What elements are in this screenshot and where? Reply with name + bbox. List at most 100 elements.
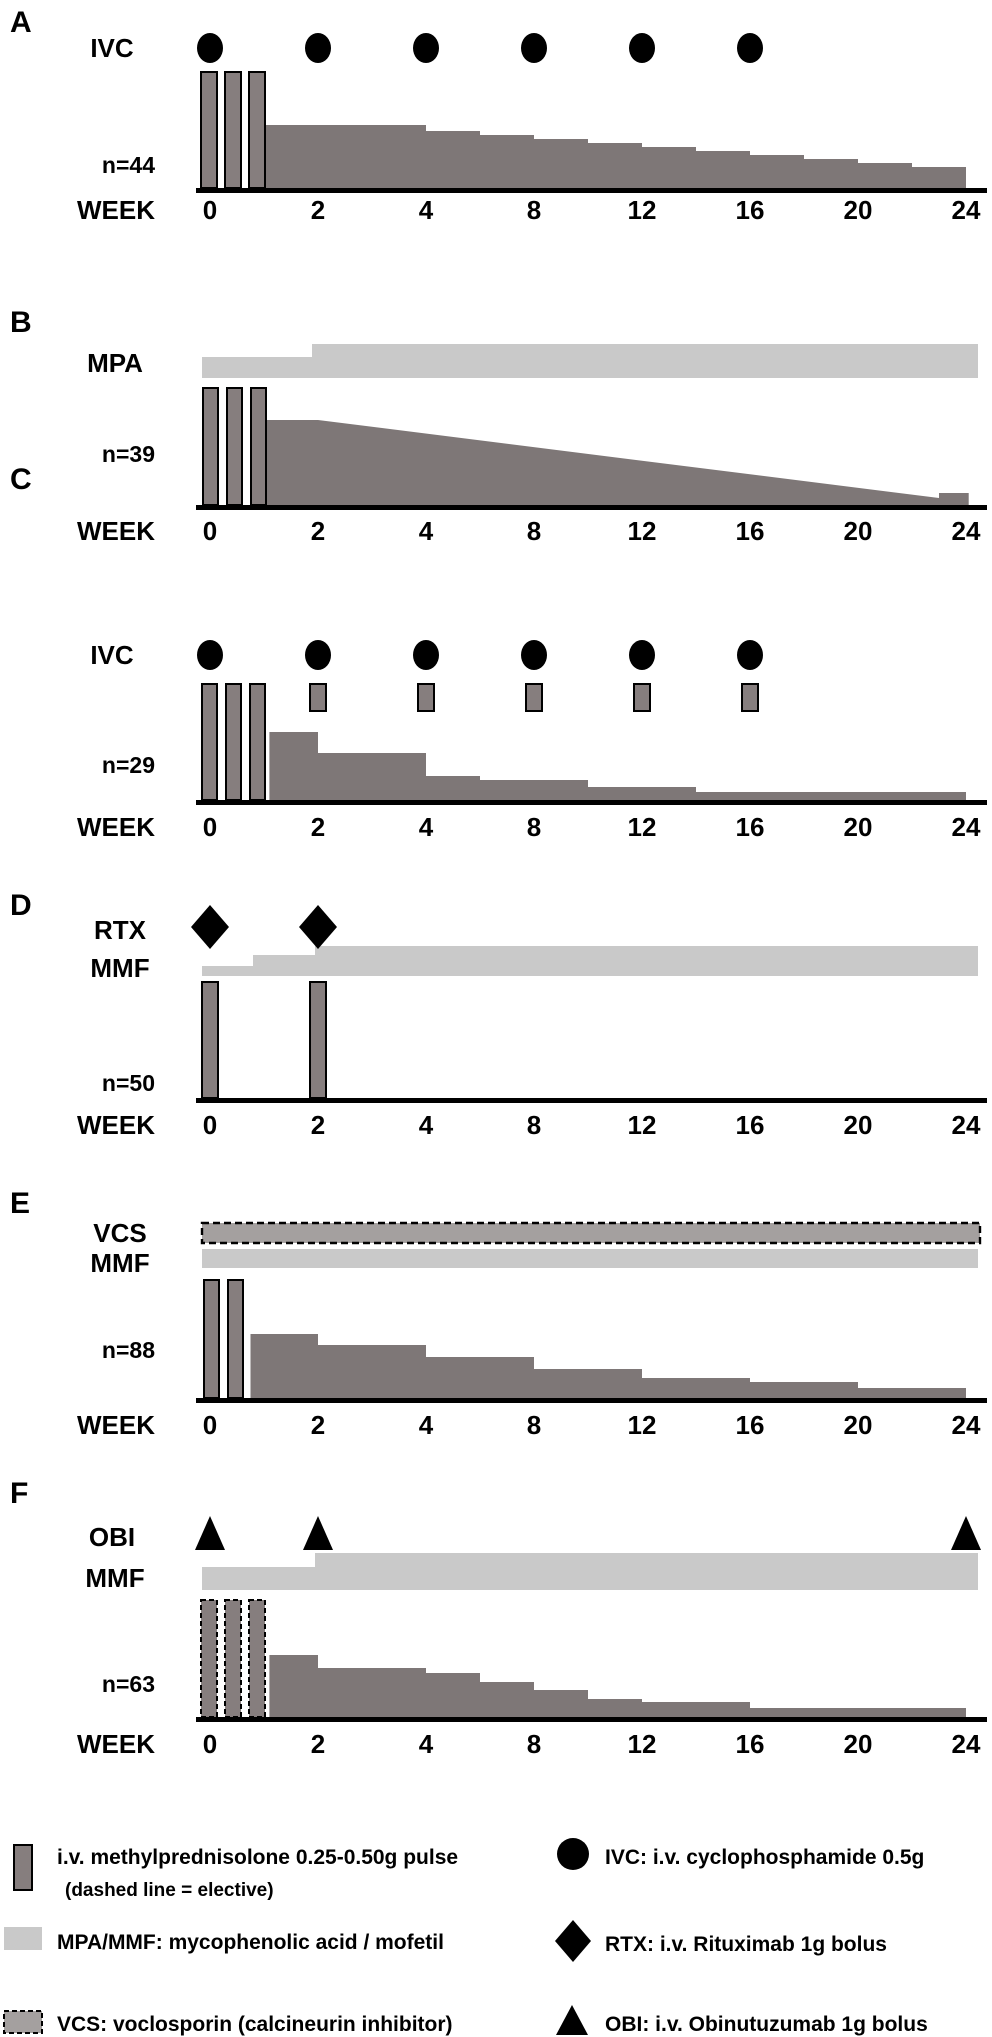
panel-D-week-tick-label: 20 <box>844 1110 873 1140</box>
panel-A-taper-step <box>480 135 534 188</box>
panel-F-drug-label: MMF <box>85 1563 144 1593</box>
legend-label: IVC: i.v. cyclophosphamide 0.5g <box>605 1846 924 1869</box>
panel-D-week-tick-label: 16 <box>736 1110 765 1140</box>
panel-A-week-tick-label: 24 <box>952 195 981 225</box>
panel-C-mini-pulse-bar <box>309 683 327 712</box>
panel-F-taper-step <box>426 1673 480 1717</box>
panel-B-week-tick-label: 24 <box>952 516 981 546</box>
panel-A-ivc-circle-icon <box>629 33 655 63</box>
panel-F-taper-step <box>318 1668 426 1717</box>
panel-B-week-tick-label: 0 <box>203 516 217 546</box>
legend-mpa-mmf-swatch <box>4 1927 42 1950</box>
panel-E-week-tick-label: 8 <box>527 1410 541 1440</box>
panel-B-week-tick-label: 16 <box>736 516 765 546</box>
panel-A-drug-label: IVC <box>90 33 134 63</box>
panel-F-taper-step <box>750 1708 966 1717</box>
panel-D-week-tick-label: 12 <box>628 1110 657 1140</box>
panel-F-mmf-band-bar <box>202 1567 315 1590</box>
panel-E-week-tick-label: 20 <box>844 1410 873 1440</box>
panel-F-taper-step <box>642 1702 750 1717</box>
panel-A-taper-step <box>858 163 912 188</box>
panel-F-axis-line <box>196 1717 987 1722</box>
panel-E-pulse-bar <box>203 1279 220 1399</box>
panel-E-week-tick-label: 24 <box>952 1410 981 1440</box>
panel-B-week-tick-label: 8 <box>527 516 541 546</box>
panel-A-ivc-circle-icon <box>305 33 331 63</box>
panel-D-mmf-band-bar <box>315 946 978 976</box>
panel-F-taper-step <box>480 1682 534 1717</box>
panel-B-week-tick-label: 4 <box>419 516 434 546</box>
panel-E-taper-step <box>318 1345 426 1398</box>
panel-E-n-label: n=88 <box>102 1337 155 1363</box>
panel-F-taper-step <box>269 1655 318 1717</box>
panel-A-taper-step <box>912 167 966 188</box>
panel-B-week-tick-label: 20 <box>844 516 873 546</box>
panel-D-week-axis-title: WEEK <box>77 1110 155 1140</box>
panel-F-drug-label: OBI <box>89 1522 135 1552</box>
panel-A-ivc-circle-icon <box>737 33 763 63</box>
panel-E-mmf-band-bar <box>202 1249 978 1268</box>
panel-C-ivc-circle-icon <box>305 640 331 670</box>
panel-D-week-tick-label: 24 <box>952 1110 981 1140</box>
panel-C-week-tick-label: 8 <box>527 812 541 842</box>
panel-B-axis-line <box>196 505 987 510</box>
panel-E-taper-step <box>642 1378 750 1398</box>
panel-D-n-label: n=50 <box>102 1070 155 1096</box>
panel-D-week-tick-label: 0 <box>203 1110 217 1140</box>
panel-B-steroid-taper-wedge <box>264 420 939 505</box>
panel-E-week-tick-label: 16 <box>736 1410 765 1440</box>
legend-sublabel: (dashed line = elective) <box>65 1880 274 1901</box>
panel-D-drug-label: MMF <box>90 953 149 983</box>
panel-D-pulse-bar <box>201 981 219 1099</box>
panel-C-taper-step <box>318 753 426 800</box>
panel-A-pulse-bar <box>200 71 218 189</box>
panel-C-taper-step <box>269 732 318 800</box>
panel-C-taper-step <box>588 787 696 800</box>
panel-D-drug-label: RTX <box>94 915 147 945</box>
panel-F-mmf-band-bar <box>315 1553 978 1590</box>
panel-C-taper-step <box>696 792 966 800</box>
panel-E-week-tick-label: 0 <box>203 1410 217 1440</box>
panel-A-week-tick-label: 4 <box>419 195 434 225</box>
panel-E-letter: E <box>10 1187 30 1220</box>
panel-D-pulse-bar <box>309 981 327 1099</box>
panel-F-pulse-bar-dashed <box>200 1599 218 1718</box>
panel-F-obi-triangle-icon <box>303 1516 333 1550</box>
panel-E-taper-step <box>250 1334 318 1398</box>
panel-A-taper-step <box>426 131 480 188</box>
panel-F-week-tick-label: 24 <box>952 1729 981 1759</box>
panel-A-n-label: n=44 <box>102 152 155 178</box>
panel-B-week-tick-label: 2 <box>311 516 325 546</box>
panel-E-pulse-bar <box>227 1279 244 1399</box>
panel-C-mini-pulse-bar <box>741 683 759 712</box>
panel-E-taper-step <box>534 1369 642 1398</box>
panel-A-taper-step <box>750 155 804 188</box>
panel-E-week-tick-label: 12 <box>628 1410 657 1440</box>
legend-rtx-diamond-icon <box>555 1920 591 1962</box>
panel-F-obi-triangle-icon <box>951 1516 981 1550</box>
panel-E-taper-step <box>426 1357 534 1398</box>
panel-C-week-tick-label: 4 <box>419 812 434 842</box>
panel-C-mini-pulse-bar <box>633 683 651 712</box>
panel-C-week-tick-label: 24 <box>952 812 981 842</box>
panel-A-week-tick-label: 12 <box>628 195 657 225</box>
panel-C-mini-pulse-bar <box>525 683 543 712</box>
panel-B-week-axis-title: WEEK <box>77 516 155 546</box>
panel-E-drug-label: VCS <box>93 1218 146 1248</box>
panel-C-week-tick-label: 2 <box>311 812 325 842</box>
panel-F-n-label: n=63 <box>102 1671 155 1697</box>
panel-A-pulse-bar <box>224 71 242 189</box>
panel-D-mmf-band-bar <box>202 966 253 976</box>
panel-A-ivc-circle-icon <box>413 33 439 63</box>
panel-B-pulse-bar <box>202 387 219 506</box>
panel-B-week-tick-label: 12 <box>628 516 657 546</box>
panel-F-week-tick-label: 16 <box>736 1729 765 1759</box>
legend-label: i.v. methylprednisolone 0.25-0.50g pulse <box>57 1846 458 1869</box>
panel-A-taper-step <box>804 159 858 188</box>
panel-C-pulse-bar <box>225 683 242 801</box>
panel-C-week-tick-label: 12 <box>628 812 657 842</box>
panel-C-ivc-circle-icon <box>629 640 655 670</box>
panel-E-week-tick-label: 4 <box>419 1410 434 1440</box>
panel-C-week-axis-title: WEEK <box>77 812 155 842</box>
